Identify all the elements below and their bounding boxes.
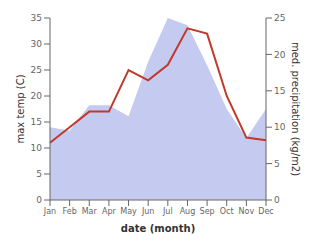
svg-text:Jul: Jul [162,207,173,216]
svg-text:Apr: Apr [102,207,117,216]
svg-text:Oct: Oct [220,207,234,216]
svg-text:0: 0 [274,195,280,205]
svg-text:May: May [120,207,137,216]
svg-text:25: 25 [31,65,42,75]
svg-text:Jan: Jan [43,207,56,216]
svg-text:Dec: Dec [258,207,273,216]
svg-text:15: 15 [31,117,42,127]
svg-text:10: 10 [31,143,43,153]
svg-text:35: 35 [31,13,42,23]
svg-text:0: 0 [36,195,42,205]
svg-text:5: 5 [274,159,280,169]
svg-text:15: 15 [274,86,285,96]
svg-text:Sep: Sep [200,207,215,216]
svg-text:date (month): date (month) [121,223,195,234]
svg-text:Jun: Jun [141,207,155,216]
svg-text:Mar: Mar [82,207,98,216]
svg-text:Aug: Aug [180,207,196,216]
svg-text:5: 5 [36,169,42,179]
svg-text:Nov: Nov [239,207,255,216]
svg-text:med. precipitation (kg/m2): med. precipitation (kg/m2) [290,42,301,176]
svg-text:25: 25 [274,13,285,23]
svg-text:20: 20 [274,50,286,60]
svg-text:max temp (C): max temp (C) [15,74,26,143]
svg-text:Feb: Feb [63,207,77,216]
svg-text:10: 10 [274,122,286,132]
svg-text:30: 30 [31,39,43,49]
svg-text:20: 20 [31,91,43,101]
